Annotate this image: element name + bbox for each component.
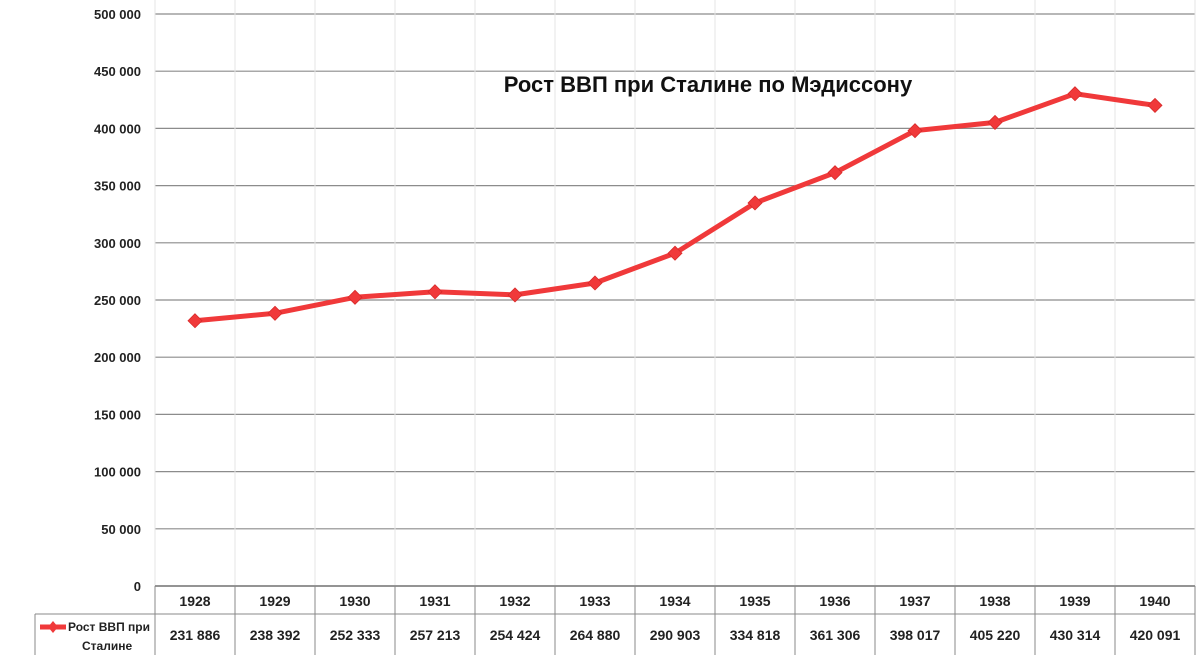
y-tick-label: 500 000 bbox=[94, 7, 141, 22]
data-point-marker bbox=[187, 313, 203, 329]
data-point-marker bbox=[747, 195, 763, 211]
legend-marker-icon bbox=[48, 621, 58, 633]
data-value-label: 361 306 bbox=[810, 627, 861, 643]
x-tick-label: 1935 bbox=[739, 593, 770, 609]
data-point-marker bbox=[667, 245, 683, 261]
data-value-label: 334 818 bbox=[730, 627, 781, 643]
data-value-label: 405 220 bbox=[970, 627, 1021, 643]
x-tick-label: 1929 bbox=[259, 593, 290, 609]
x-tick-label: 1930 bbox=[339, 593, 370, 609]
data-point-marker bbox=[907, 123, 923, 139]
x-tick-label: 1938 bbox=[979, 593, 1010, 609]
y-tick-label: 150 000 bbox=[94, 407, 141, 422]
data-value-label: 254 424 bbox=[490, 627, 541, 643]
gridlines bbox=[154, 0, 1196, 587]
data-value-label: 398 017 bbox=[890, 627, 941, 643]
data-table: 1928 1929 1930 1931 1932 1933 1934 1935 1936 1937… bbox=[34, 585, 1196, 655]
data-value-label: 231 886 bbox=[170, 627, 221, 643]
x-tick-label: 1932 bbox=[499, 593, 530, 609]
chart-title: Рост ВВП при Сталине по Мэдиссону bbox=[504, 72, 913, 97]
series-line-path bbox=[192, 91, 1158, 324]
data-point-marker bbox=[1147, 97, 1163, 113]
y-tick-label: 50 000 bbox=[101, 522, 141, 537]
data-point-marker bbox=[267, 305, 283, 321]
data-value-label: 252 333 bbox=[330, 627, 381, 643]
x-tick-label: 1928 bbox=[179, 593, 210, 609]
x-tick-label: 1939 bbox=[1059, 593, 1090, 609]
x-tick-label: 1931 bbox=[419, 593, 450, 609]
x-tick-label: 1934 bbox=[659, 593, 690, 609]
y-tick-label: 400 000 bbox=[94, 121, 141, 136]
data-value-label: 420 091 bbox=[1130, 627, 1181, 643]
y-axis-tick-labels: 0 50 000 100 000 150 000 200 000 250 000 300 0… bbox=[94, 7, 141, 594]
data-value-label: 290 903 bbox=[650, 627, 701, 643]
y-tick-label: 350 000 bbox=[94, 179, 141, 194]
data-point-marker bbox=[827, 165, 843, 181]
y-tick-label: 250 000 bbox=[94, 293, 141, 308]
data-value-label: 257 213 bbox=[410, 627, 461, 643]
legend-label-line2: Сталине bbox=[82, 639, 132, 653]
data-point-marker bbox=[987, 114, 1003, 130]
data-point-marker bbox=[347, 289, 363, 305]
data-value-label: 264 880 bbox=[570, 627, 621, 643]
data-point-marker bbox=[587, 275, 603, 291]
legend-label-line1: Рост ВВП при bbox=[68, 620, 150, 634]
y-tick-label: 0 bbox=[134, 579, 141, 594]
x-tick-label: 1936 bbox=[819, 593, 850, 609]
y-tick-label: 200 000 bbox=[94, 350, 141, 365]
x-tick-label: 1933 bbox=[579, 593, 610, 609]
data-point-marker bbox=[507, 287, 523, 303]
data-value-label: 238 392 bbox=[250, 627, 301, 643]
data-point-marker bbox=[1067, 86, 1083, 102]
series-line bbox=[187, 86, 1163, 329]
y-tick-label: 100 000 bbox=[94, 465, 141, 480]
y-tick-label: 450 000 bbox=[94, 64, 141, 79]
data-point-marker bbox=[427, 284, 443, 300]
x-tick-label: 1937 bbox=[899, 593, 930, 609]
data-value-label: 430 314 bbox=[1050, 627, 1101, 643]
x-tick-label: 1940 bbox=[1139, 593, 1170, 609]
y-tick-label: 300 000 bbox=[94, 236, 141, 251]
